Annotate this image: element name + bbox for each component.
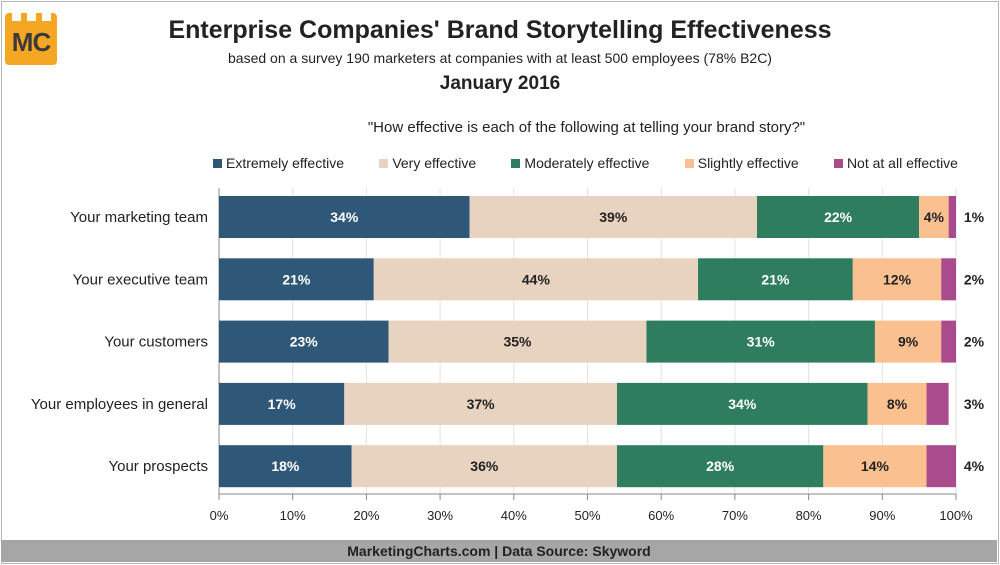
- legend-label: Very effective: [392, 155, 477, 171]
- logo-notch: [12, 13, 21, 21]
- logo-text: MC: [11, 27, 51, 57]
- data-label: 34%: [728, 396, 757, 412]
- marketingcharts-logo: MC: [5, 13, 57, 65]
- survey-question: "How effective is each of the following …: [367, 119, 806, 136]
- data-label: 4%: [924, 209, 945, 225]
- bar-segment: [373, 258, 699, 301]
- legend-swatch: [833, 158, 843, 168]
- data-label: 35%: [503, 334, 532, 350]
- bar-segment: [874, 320, 942, 363]
- chart-legend: Extremely effective Very effective Moderat…: [213, 155, 958, 171]
- data-label: 18%: [271, 458, 300, 474]
- legend-item: Not at all effective: [833, 155, 958, 171]
- legend-swatch: [213, 158, 222, 168]
- bar-segment: [926, 445, 956, 488]
- x-tick-label: 90%: [869, 508, 895, 523]
- bar-segment: [219, 445, 352, 488]
- data-label: 23%: [290, 334, 319, 350]
- bar-segment: [757, 196, 920, 238]
- x-tick-label: 30%: [427, 508, 453, 523]
- bar-segment: [867, 382, 927, 425]
- data-label: 34%: [330, 209, 359, 225]
- bar-segment: [219, 320, 389, 363]
- category-label: Your prospects: [108, 458, 208, 475]
- data-label: 36%: [470, 458, 499, 474]
- category-label: Your customers: [104, 334, 208, 351]
- x-tick-label: 50%: [574, 508, 600, 523]
- x-tick-label: 70%: [722, 508, 748, 523]
- x-tick-label: 10%: [280, 508, 306, 523]
- bar-segment: [469, 196, 758, 238]
- data-label: 22%: [824, 209, 853, 225]
- data-label: 31%: [747, 334, 776, 350]
- x-tick-label: 60%: [648, 508, 674, 523]
- bar-segment: [388, 320, 647, 363]
- chart-date: January 2016: [439, 73, 561, 94]
- legend-label: Slightly effective: [697, 155, 799, 171]
- legend-item: Very effective: [379, 155, 476, 171]
- bar-segment: [219, 196, 470, 238]
- chart-subtitle: based on a survey 190 marketers at compa…: [228, 50, 772, 66]
- bar-segment: [926, 382, 949, 425]
- x-tick-label: 0%: [210, 508, 229, 523]
- data-label: 14%: [861, 458, 890, 474]
- bar-segment: [646, 320, 875, 363]
- legend-label: Not at all effective: [846, 155, 958, 171]
- legend-label: Moderately effective: [524, 155, 650, 171]
- data-label: 2%: [964, 334, 985, 350]
- bar-segment: [616, 382, 868, 425]
- data-label: 8%: [887, 396, 908, 412]
- bar-segment: [344, 382, 617, 425]
- x-tick-label: 100%: [939, 508, 973, 523]
- category-label: Your marketing team: [70, 209, 208, 226]
- data-label: 2%: [964, 271, 985, 287]
- legend-item: Extremely effective: [213, 155, 344, 171]
- data-label: 28%: [706, 458, 735, 474]
- category-label: Your executive team: [73, 271, 208, 288]
- bar-segment: [351, 445, 617, 488]
- footer-source: MarketingCharts.com | Data Source: Skywo…: [1, 540, 997, 562]
- category-label: Your employees in general: [31, 396, 208, 413]
- data-label: 9%: [898, 334, 919, 350]
- legend-swatch: [511, 158, 521, 168]
- legend-item: Moderately effective: [511, 155, 649, 171]
- bar-segment: [919, 196, 949, 238]
- x-tick-label: 20%: [353, 508, 379, 523]
- data-label: 44%: [522, 271, 551, 287]
- legend-swatch: [379, 158, 389, 168]
- bar-segment: [219, 382, 345, 425]
- logo-notch: [42, 13, 51, 21]
- bar-segment: [941, 258, 956, 301]
- logo-notch: [27, 13, 36, 21]
- stacked-bar-chart: 0% 10% 20% 30% 40% 50% 60% 70% 80% 90% 100% Your ma…: [31, 188, 985, 523]
- data-label: 12%: [883, 271, 912, 287]
- legend-label: Extremely effective: [226, 155, 345, 171]
- chart-title: Enterprise Companies' Brand Storytelling…: [168, 16, 832, 44]
- data-label: 37%: [467, 396, 496, 412]
- data-label: 17%: [268, 396, 297, 412]
- legend-swatch: [684, 158, 694, 168]
- data-label: 1%: [964, 209, 985, 225]
- data-label: 39%: [599, 209, 628, 225]
- bar-segment: [948, 196, 956, 238]
- x-tick-label: 80%: [796, 508, 822, 523]
- bar-segment: [941, 320, 956, 363]
- bar-segment: [616, 445, 824, 488]
- legend-item: Slightly effective: [684, 155, 799, 171]
- bar-segment: [823, 445, 927, 488]
- data-label: 21%: [761, 271, 790, 287]
- data-label: 3%: [964, 396, 985, 412]
- bar-segment: [852, 258, 942, 301]
- data-label: 21%: [282, 271, 311, 287]
- x-tick-label: 40%: [501, 508, 527, 523]
- bar-segment: [698, 258, 853, 301]
- data-label: 4%: [964, 458, 985, 474]
- bar-segment: [219, 258, 374, 301]
